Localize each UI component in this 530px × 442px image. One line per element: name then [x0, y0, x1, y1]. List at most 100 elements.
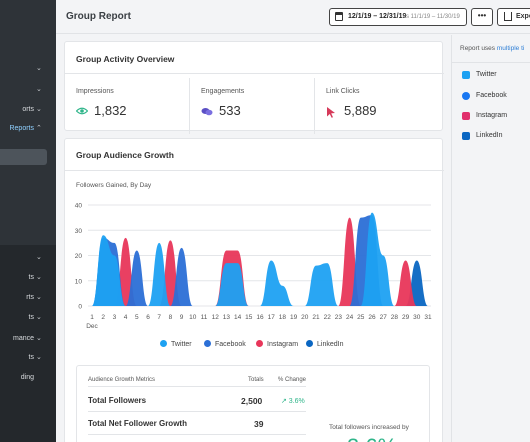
sidebar-item[interactable]: ⌄ — [0, 82, 56, 98]
x-tick-label: 26 — [368, 314, 376, 321]
legend-item[interactable]: Twitter — [160, 340, 192, 348]
x-tick-label: 15 — [245, 314, 253, 321]
instagram-icon — [462, 112, 470, 120]
metrics-table-header-label: Audience Growth Metrics — [88, 377, 156, 383]
sidebar-item[interactable]: ts ⌄ — [0, 270, 56, 286]
metrics-row-label: Total Net Follower Growth — [88, 419, 187, 428]
export-icon — [504, 12, 512, 21]
multiple-link[interactable]: multiple ti — [496, 45, 525, 52]
sidebar-item[interactable]: rts ⌄ — [0, 290, 56, 306]
sidebar-item-label: ts — [28, 274, 34, 281]
x-tick-label: 2 — [101, 314, 105, 321]
sidebar-item-label: ts — [28, 354, 34, 361]
network-name: Facebook — [476, 92, 507, 99]
report-details-panel: Report uses multiple ti Twitter Facebook I… — [451, 35, 530, 442]
x-tick-label: 11 — [201, 314, 208, 321]
compare-range-label: vs 11/1/19 – 11/30/19 — [403, 14, 460, 20]
x-tick-label: 21 — [312, 314, 320, 321]
legend-swatch — [256, 340, 263, 347]
chat-bubbles-icon — [201, 108, 213, 116]
sidebar-item[interactable]: mance ⌄ — [0, 331, 56, 347]
y-tick-label: 10 — [75, 278, 83, 285]
engagements-label: Engagements — [201, 88, 245, 95]
facebook-icon — [462, 92, 470, 100]
legend-label: LinkedIn — [317, 341, 344, 348]
network-name: Twitter — [476, 71, 497, 78]
date-range-button[interactable]: 12/1/19 – 12/31/19 vs 11/1/19 – 11/30/19 — [329, 8, 467, 26]
sidebar-item-label: ding — [20, 374, 34, 381]
more-options-button[interactable]: ••• — [471, 8, 493, 26]
sidebar-item[interactable]: ⌄ — [0, 250, 56, 266]
sidebar-selected-item[interactable] — [0, 149, 47, 165]
linkedin-icon — [462, 132, 470, 140]
sidebar-item[interactable]: ⌄ — [0, 61, 56, 77]
sidebar-item-label: rts — [26, 294, 34, 301]
engagements-value: 533 — [219, 103, 241, 118]
metrics-table-header-totals: Totals — [248, 377, 264, 383]
report-note: Report uses multiple ti — [460, 45, 525, 52]
x-tick-label: 24 — [346, 314, 354, 321]
metrics-table-header-change: % Change — [278, 377, 307, 383]
legend-label: Facebook — [215, 341, 246, 348]
x-tick-label: 16 — [256, 314, 264, 321]
chevron-down-icon: ⌄ — [36, 274, 42, 281]
x-tick-label: 4 — [124, 314, 128, 321]
legend-swatch — [306, 340, 313, 347]
x-tick-label: 3 — [113, 314, 117, 321]
chevron-down-icon: ⌄ — [36, 86, 42, 93]
network-name: Instagram — [476, 112, 508, 119]
legend-swatch — [204, 340, 211, 347]
x-tick-label: 13 — [223, 314, 231, 321]
sidebar-item-label: Reports — [9, 125, 34, 132]
chevron-down-icon: ⌄ — [36, 65, 42, 72]
sidebar-item[interactable]: ts ⌄ — [0, 310, 56, 326]
x-tick-label: 25 — [357, 314, 365, 321]
chevron-down-icon: ⌄ — [36, 314, 42, 321]
sidebar-item[interactable]: ts ⌄ — [0, 350, 56, 366]
x-month-label: Dec — [86, 323, 98, 330]
x-tick-label: 17 — [268, 314, 276, 321]
x-tick-label: 19 — [290, 314, 298, 321]
export-button[interactable]: Expo — [497, 8, 530, 26]
legend-item[interactable]: Instagram — [256, 340, 298, 348]
x-tick-label: 28 — [391, 314, 399, 321]
sidebar-item[interactable]: orts ⌄ — [0, 102, 56, 118]
x-tick-label: 7 — [157, 314, 161, 321]
engagements-metric: Engagements 533 — [201, 78, 311, 134]
metrics-row-label: Total Followers — [88, 396, 147, 405]
impressions-label: Impressions — [76, 88, 114, 95]
impressions-value: 1,832 — [94, 103, 127, 118]
eye-icon — [76, 107, 88, 115]
link-clicks-metric: Link Clicks 5,889 — [326, 78, 436, 134]
metrics-row-total: 2,500 — [241, 396, 263, 406]
x-tick-label: 30 — [413, 314, 421, 321]
legend-swatch — [160, 340, 167, 347]
date-range-label: 12/1/19 – 12/31/19 — [348, 13, 407, 20]
x-tick-label: 18 — [279, 314, 287, 321]
x-tick-label: 27 — [380, 314, 388, 321]
network-name: LinkedIn — [476, 132, 503, 139]
cursor-icon — [327, 107, 335, 118]
chevron-down-icon: ⌄ — [36, 294, 42, 301]
x-tick-label: 12 — [212, 314, 220, 321]
chevron-down-icon: ⌄ — [36, 254, 42, 261]
activity-overview-title: Group Activity Overview — [76, 54, 175, 64]
sidebar-item[interactable]: Reports ⌃ — [0, 121, 56, 137]
sidebar-item-label: mance — [12, 335, 34, 342]
x-tick-label: 6 — [146, 314, 150, 321]
chevron-down-icon: ⌄ — [36, 354, 42, 361]
x-tick-label: 20 — [301, 314, 309, 321]
followers-increase-value: 3.6% — [347, 434, 397, 442]
x-tick-label: 1 — [90, 314, 94, 321]
export-label: Expo — [516, 13, 530, 20]
followers-increase-text: Total followers increased by — [329, 424, 409, 431]
activity-overview-card: Group Activity Overview Impressions 1,83… — [64, 41, 444, 134]
y-tick-label: 30 — [75, 228, 83, 235]
x-tick-label: 10 — [189, 314, 197, 321]
sidebar-item-label: orts — [22, 106, 34, 113]
chevron-down-icon: ⌄ — [36, 106, 42, 113]
y-tick-label: 0 — [78, 304, 82, 311]
sidebar-item[interactable]: ding — [0, 370, 56, 386]
legend-item[interactable]: Facebook — [204, 340, 246, 348]
legend-item[interactable]: LinkedIn — [306, 340, 343, 348]
